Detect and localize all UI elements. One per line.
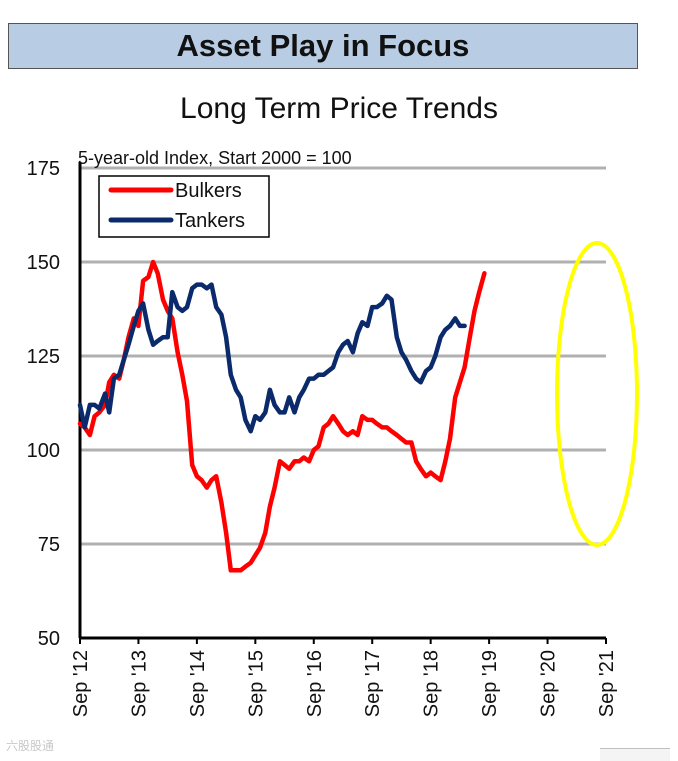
grid-lines — [80, 166, 606, 546]
x-tick-label-9: Sep '21 — [596, 650, 618, 717]
y-tick-label-125: 125 — [27, 346, 60, 368]
x-tick-label-7: Sep '19 — [479, 650, 501, 717]
x-tick-label-6: Sep '18 — [421, 650, 443, 717]
legend-box — [98, 175, 270, 238]
watermark-text: 六股股通 — [6, 739, 55, 753]
x-tick-label-4: Sep '16 — [304, 650, 326, 717]
x-tick-label-5: Sep '17 — [362, 650, 384, 717]
x-tick-label-0: Sep '12 — [70, 650, 92, 717]
y-tick-label-175: 175 — [27, 158, 60, 180]
y-tick-label-75: 75 — [38, 534, 60, 556]
legend-label-tankers: Tankers — [175, 210, 245, 232]
highlight-layer — [555, 241, 639, 547]
y-tick-label-150: 150 — [27, 252, 60, 274]
banner-title: Asset Play in Focus — [8, 23, 638, 69]
y-tick-label-50: 50 — [38, 628, 60, 650]
x-tick-labels: Sep '12 Sep '13 Sep '14 Sep '15 Sep '16 Sep '… — [70, 650, 618, 717]
x-tick-label-3: Sep '15 — [245, 650, 267, 717]
x-tick-label-2: Sep '14 — [187, 650, 209, 717]
series-lines — [77, 259, 487, 573]
chart-annotation: 5-year-old Index, Start 2000 = 100 — [78, 148, 352, 168]
y-tick-label-100: 100 — [27, 440, 60, 462]
series-line-tankers — [77, 282, 467, 434]
corner-toolbar — [600, 748, 670, 761]
x-tick-label-8: Sep '20 — [538, 650, 560, 717]
axes — [78, 162, 607, 644]
chart-title: Long Term Price Trends — [180, 92, 498, 125]
series-line-bulkers — [77, 259, 487, 573]
y-tick-labels: 50 75 100 125 150 175 — [27, 158, 60, 650]
legend-label-bulkers: Bulkers — [175, 180, 242, 202]
highlight-ellipse — [555, 241, 639, 547]
x-tick-label-1: Sep '13 — [128, 650, 150, 717]
legend: Bulkers Tankers — [98, 175, 270, 238]
